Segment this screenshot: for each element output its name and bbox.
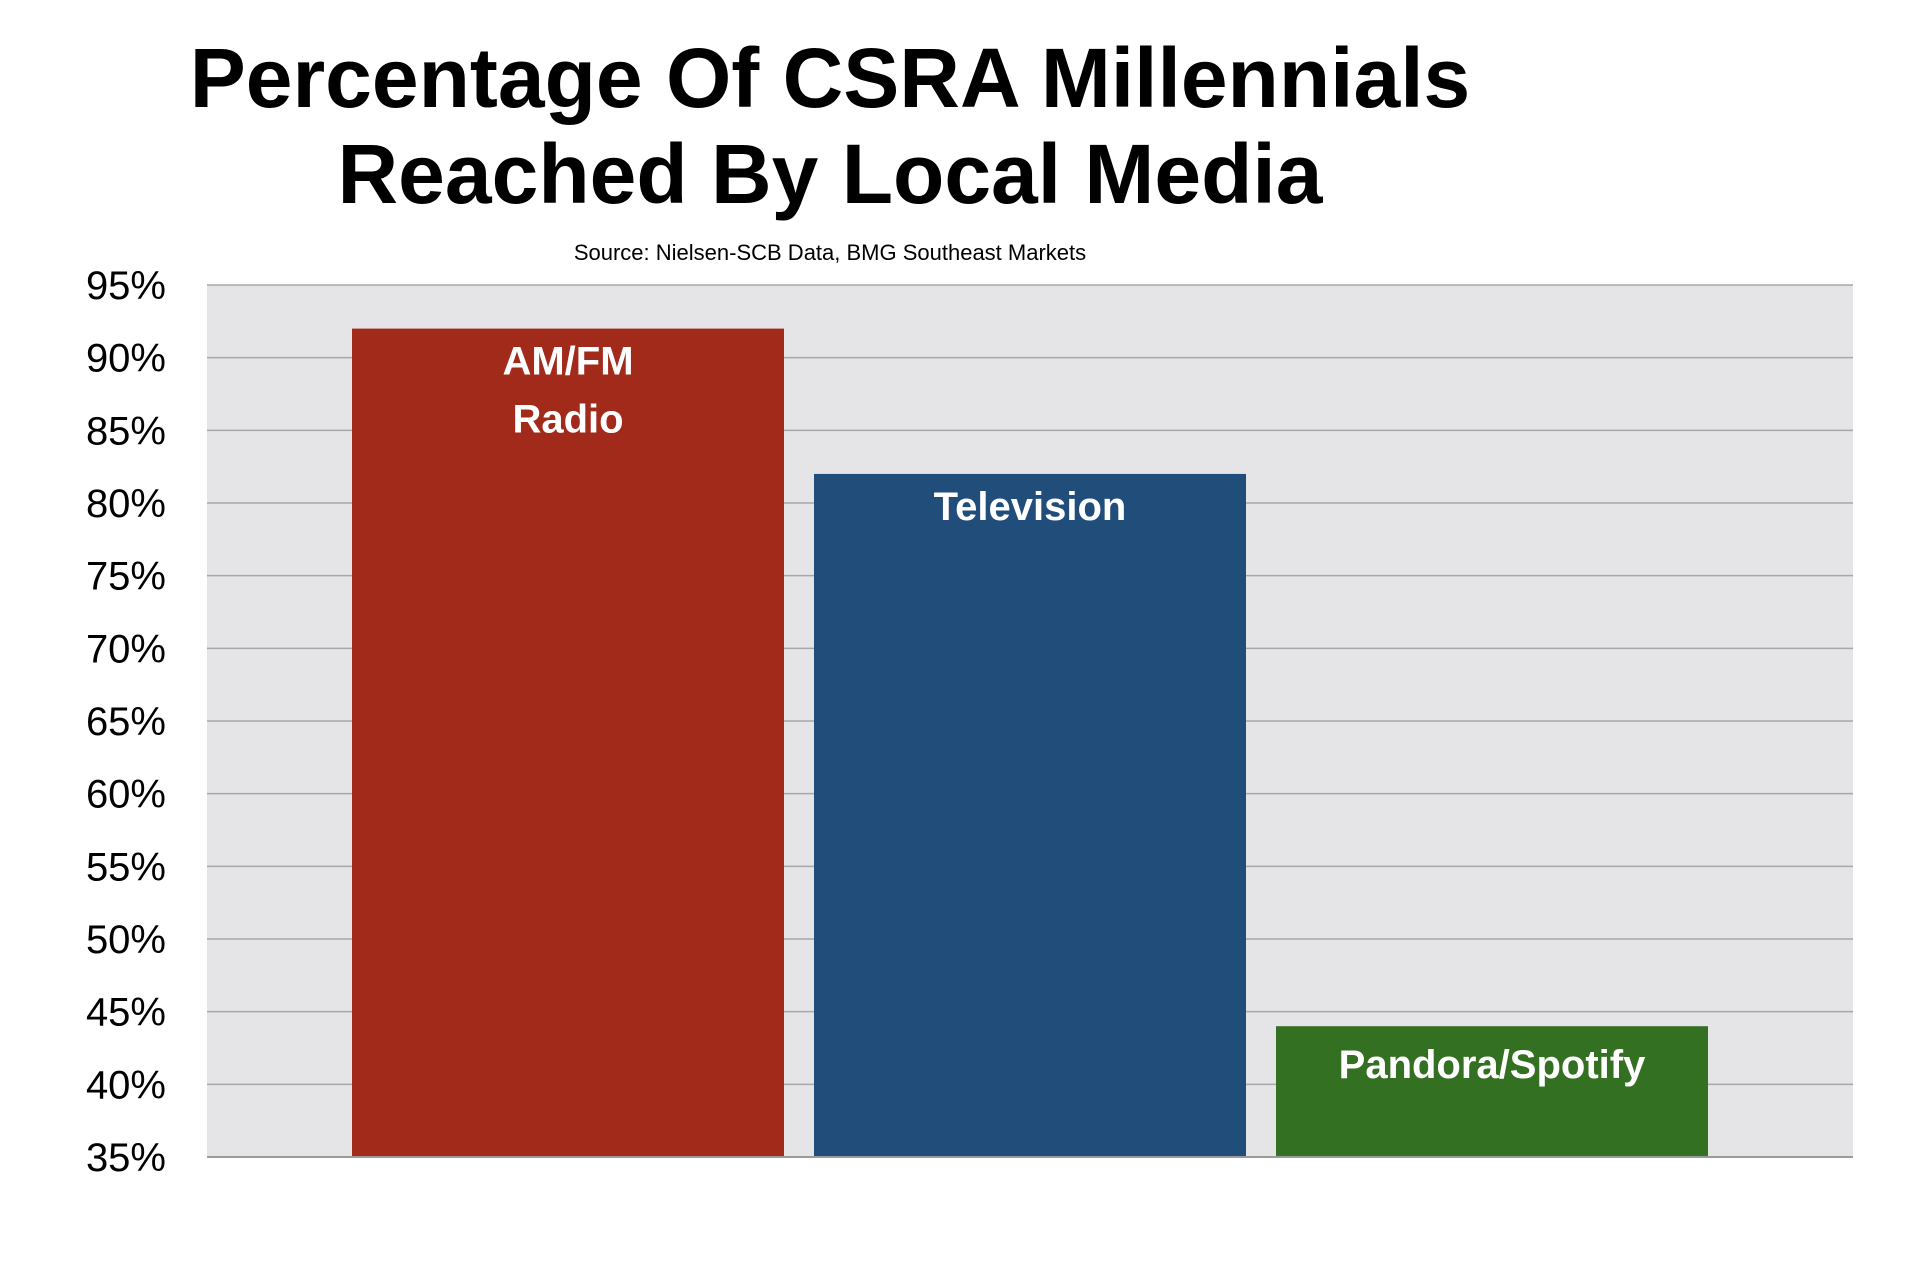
y-tick-label: 95% [86, 264, 166, 308]
y-tick-label: 45% [86, 991, 166, 1035]
chart-title-line-1: Percentage Of CSRA Millennials [189, 31, 1471, 125]
y-tick-label: 55% [86, 845, 166, 889]
y-tick-label: 40% [86, 1063, 166, 1107]
y-tick-label: 90% [86, 337, 166, 381]
bar [352, 328, 784, 1158]
bar-category-label: AM/FM [502, 340, 633, 384]
bar-category-label: Pandora/Spotify [1339, 1043, 1646, 1087]
chart-source: Source: Nielsen-SCB Data, BMG Southeast … [573, 240, 1087, 265]
bars: AM/FM Radio Television Pandora/Spotify [352, 328, 1708, 1158]
bar [1276, 1026, 1708, 1157]
y-tick-label: 35% [86, 1136, 166, 1180]
y-axis-ticks: 35% 40% 45% 50% 55% 60% 65% 70% 75% 80% 85% 90% 95% [86, 264, 166, 1180]
chart-title-line-2: Reached By Local Media [337, 127, 1323, 221]
bar-category-label: Television [934, 485, 1127, 529]
y-tick-label: 60% [86, 773, 166, 817]
y-tick-label: 80% [86, 482, 166, 526]
bar [814, 473, 1246, 1157]
y-tick-label: 75% [86, 555, 166, 599]
y-tick-label: 85% [86, 409, 166, 453]
bar-category-label: Radio [512, 398, 623, 442]
y-tick-label: 65% [86, 700, 166, 744]
y-tick-label: 70% [86, 627, 166, 671]
y-tick-label: 50% [86, 918, 166, 962]
chart-title: Percentage Of CSRA Millennials Reached B… [0, 30, 1660, 222]
